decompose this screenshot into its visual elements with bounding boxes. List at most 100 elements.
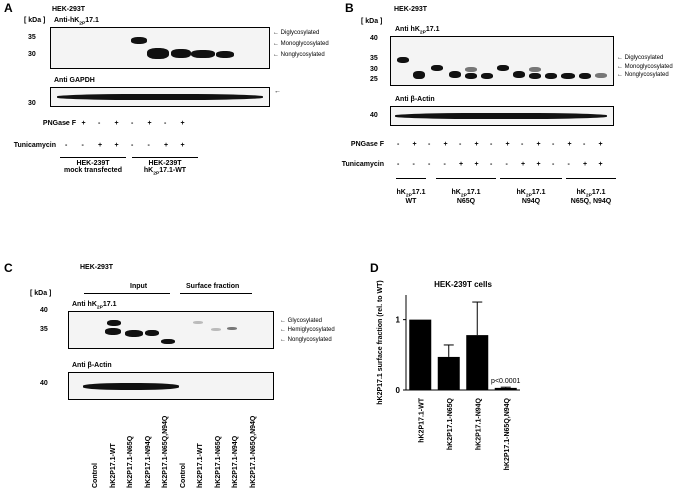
bar-1 bbox=[437, 356, 460, 390]
bar-0 bbox=[409, 319, 432, 390]
c-lane-label-5: Control bbox=[179, 463, 187, 488]
b-pngase-sign-4: - bbox=[459, 141, 462, 148]
c-lane-label-7: hK2P17.1-N65Q bbox=[214, 435, 222, 488]
c-lane-label-2: hK2P17.1-N65Q bbox=[127, 435, 134, 488]
b-tuni-sign-3: - bbox=[443, 161, 446, 168]
panel-b-tunicamycin-label: Tunicamycin bbox=[341, 161, 384, 168]
a-pngase-sign-6: - bbox=[164, 120, 167, 127]
a-tuni-sign-6: + bbox=[164, 142, 169, 149]
y-tick-label-1: 1 bbox=[396, 316, 401, 325]
panel-b-letter: B bbox=[345, 1, 354, 15]
a-pngase-sign-7: + bbox=[180, 120, 185, 127]
b-tuni-sign-0: - bbox=[397, 161, 400, 168]
panel-a-kda: [ kDa ] bbox=[24, 17, 46, 24]
x-tick-label-2: hK2P17.1-N94Q bbox=[475, 397, 482, 450]
panel-a-antibody2: Anti GAPDH bbox=[54, 77, 95, 84]
panel-d-chart: HEK-239T cells 0 1 hK2P17.1 surface fractio… bbox=[377, 280, 521, 470]
a-pngase-sign-3: + bbox=[114, 120, 119, 127]
bar-2 bbox=[466, 335, 489, 390]
b-pngase-sign-9: + bbox=[536, 141, 541, 148]
panel-a-group1: HEK-239T mock transfected bbox=[64, 160, 122, 174]
panel-b-arrow-non: ← Nonglycosylated bbox=[617, 72, 669, 78]
b-pngase-sign-3: + bbox=[443, 141, 448, 148]
b-tuni-sign-4: + bbox=[459, 161, 464, 168]
a-tuni-sign-3: + bbox=[114, 142, 119, 149]
panel-b-group-n65q: hK2P17.1 N65Q bbox=[451, 189, 481, 206]
panel-c-arrow-hemi: ← Hemiglycosylated bbox=[280, 327, 335, 333]
panel-c-kda: [ kDa ] bbox=[30, 290, 52, 297]
panel-b-arrow-mono: ← Monoglycosylated bbox=[617, 64, 673, 70]
a-pngase-sign-5: + bbox=[147, 120, 152, 127]
panel-b-antibody2: Anti β-Actin bbox=[395, 96, 435, 103]
panel-a-arrow-di: ← Diglycosylated bbox=[273, 30, 320, 36]
panel-c-blot-actin bbox=[68, 372, 274, 400]
panel-b-mw-40: 40 bbox=[370, 35, 378, 42]
b-tuni-sign-11: - bbox=[567, 161, 570, 168]
c-lane-label-0: Control bbox=[92, 463, 99, 488]
x-tick-label-3: hK2P17.1-N65Q,N94Q bbox=[504, 397, 511, 470]
b-tuni-sign-13: + bbox=[598, 161, 603, 168]
b-tuni-sign-10: - bbox=[552, 161, 555, 168]
b-tuni-sign-12: + bbox=[583, 161, 588, 168]
a-tuni-sign-1: - bbox=[81, 142, 84, 149]
b-pngase-sign-12: - bbox=[583, 141, 586, 148]
panel-c-antibody1: Anti hK2P17.1 bbox=[72, 301, 117, 311]
bar-3 bbox=[494, 387, 517, 390]
panel-b-mw-40-bottom: 40 bbox=[370, 112, 378, 119]
panel-b-pngase-label: PNGase F bbox=[350, 141, 384, 148]
panel-b-antibody1: Anti hK2P17.1 bbox=[395, 26, 440, 36]
panel-a-blot-top bbox=[50, 27, 270, 69]
panel-a-pngase-label: PNGase F bbox=[42, 120, 76, 127]
panel-c-antibody2: Anti β-Actin bbox=[72, 362, 112, 369]
panel-a-group2: HEK-239T hK2P17.1-WT bbox=[143, 160, 187, 177]
panel-b-group-n94q: hK2P17.1 N94Q bbox=[516, 189, 546, 206]
panel-a-cell-line: HEK-293T bbox=[52, 6, 86, 13]
a-tuni-sign-4: - bbox=[131, 142, 134, 149]
panel-b-mw-30: 30 bbox=[370, 66, 378, 73]
b-pngase-sign-11: + bbox=[567, 141, 572, 148]
b-pngase-sign-5: + bbox=[474, 141, 479, 148]
panel-c-letter: C bbox=[4, 261, 13, 275]
a-pngase-sign-1: + bbox=[81, 120, 86, 127]
b-pngase-sign-0: - bbox=[397, 141, 400, 148]
panel-b-blot-top bbox=[390, 36, 614, 86]
panel-c-cell-line: HEK-293T bbox=[80, 264, 114, 271]
panel-a-mw-35: 35 bbox=[28, 34, 36, 41]
a-pngase-sign-2: - bbox=[98, 120, 101, 127]
panel-c-surface-label: Surface fraction bbox=[186, 283, 240, 290]
b-tuni-sign-2: - bbox=[428, 161, 431, 168]
panel-a-arrow-mono: ← Monoglycosylated bbox=[273, 41, 329, 47]
b-tuni-sign-5: + bbox=[474, 161, 479, 168]
chart-title: HEK-239T cells bbox=[434, 280, 492, 289]
panel-d-letter: D bbox=[370, 261, 379, 275]
b-tuni-sign-1: - bbox=[412, 161, 415, 168]
panel-b-group-double: hK2P17.1 N65Q, N94Q bbox=[570, 189, 612, 206]
x-tick-label-0: hK2P17.1-WT bbox=[418, 397, 425, 442]
b-tuni-sign-9: + bbox=[536, 161, 541, 168]
x-tick-label-1: hK2P17.1-N65Q bbox=[447, 397, 454, 450]
panel-c-arrow-non: ← Nonglycosylated bbox=[280, 337, 332, 343]
panel-c-mw-35: 35 bbox=[40, 326, 48, 333]
panel-a-antibody1: Anti-hK2P17.1 bbox=[54, 17, 99, 27]
panel-b-blot-actin bbox=[390, 106, 614, 126]
panel-c-arrow-glyco: ← Glycosylated bbox=[280, 318, 323, 324]
y-tick-label-0: 0 bbox=[396, 386, 401, 395]
b-pngase-sign-6: - bbox=[490, 141, 493, 148]
b-pngase-sign-10: - bbox=[552, 141, 555, 148]
panel-a-mw-30: 30 bbox=[28, 51, 36, 58]
c-lane-label-3: hK2P17.1-N94Q bbox=[144, 435, 152, 488]
b-pngase-sign-8: - bbox=[521, 141, 524, 148]
a-pngase-sign-0: - bbox=[65, 120, 68, 127]
c-lane-label-6: hK2P17.1-WT bbox=[197, 443, 204, 488]
a-tuni-sign-5: - bbox=[147, 142, 150, 149]
b-pngase-sign-7: + bbox=[505, 141, 510, 148]
b-pngase-sign-1: + bbox=[412, 141, 417, 148]
b-tuni-sign-6: - bbox=[490, 161, 493, 168]
panel-a-arrow-non: ← Nonglycosylated bbox=[273, 52, 325, 58]
panel-a-gapdh-arrow-icon: ← bbox=[274, 88, 281, 95]
p-value-label: p<0.0001 bbox=[491, 378, 520, 385]
a-tuni-sign-7: + bbox=[180, 142, 185, 149]
a-tuni-sign-0: - bbox=[65, 142, 68, 149]
c-lane-label-9: hK2P17.1-N65Q,N94Q bbox=[249, 415, 257, 488]
b-pngase-sign-2: - bbox=[428, 141, 431, 148]
